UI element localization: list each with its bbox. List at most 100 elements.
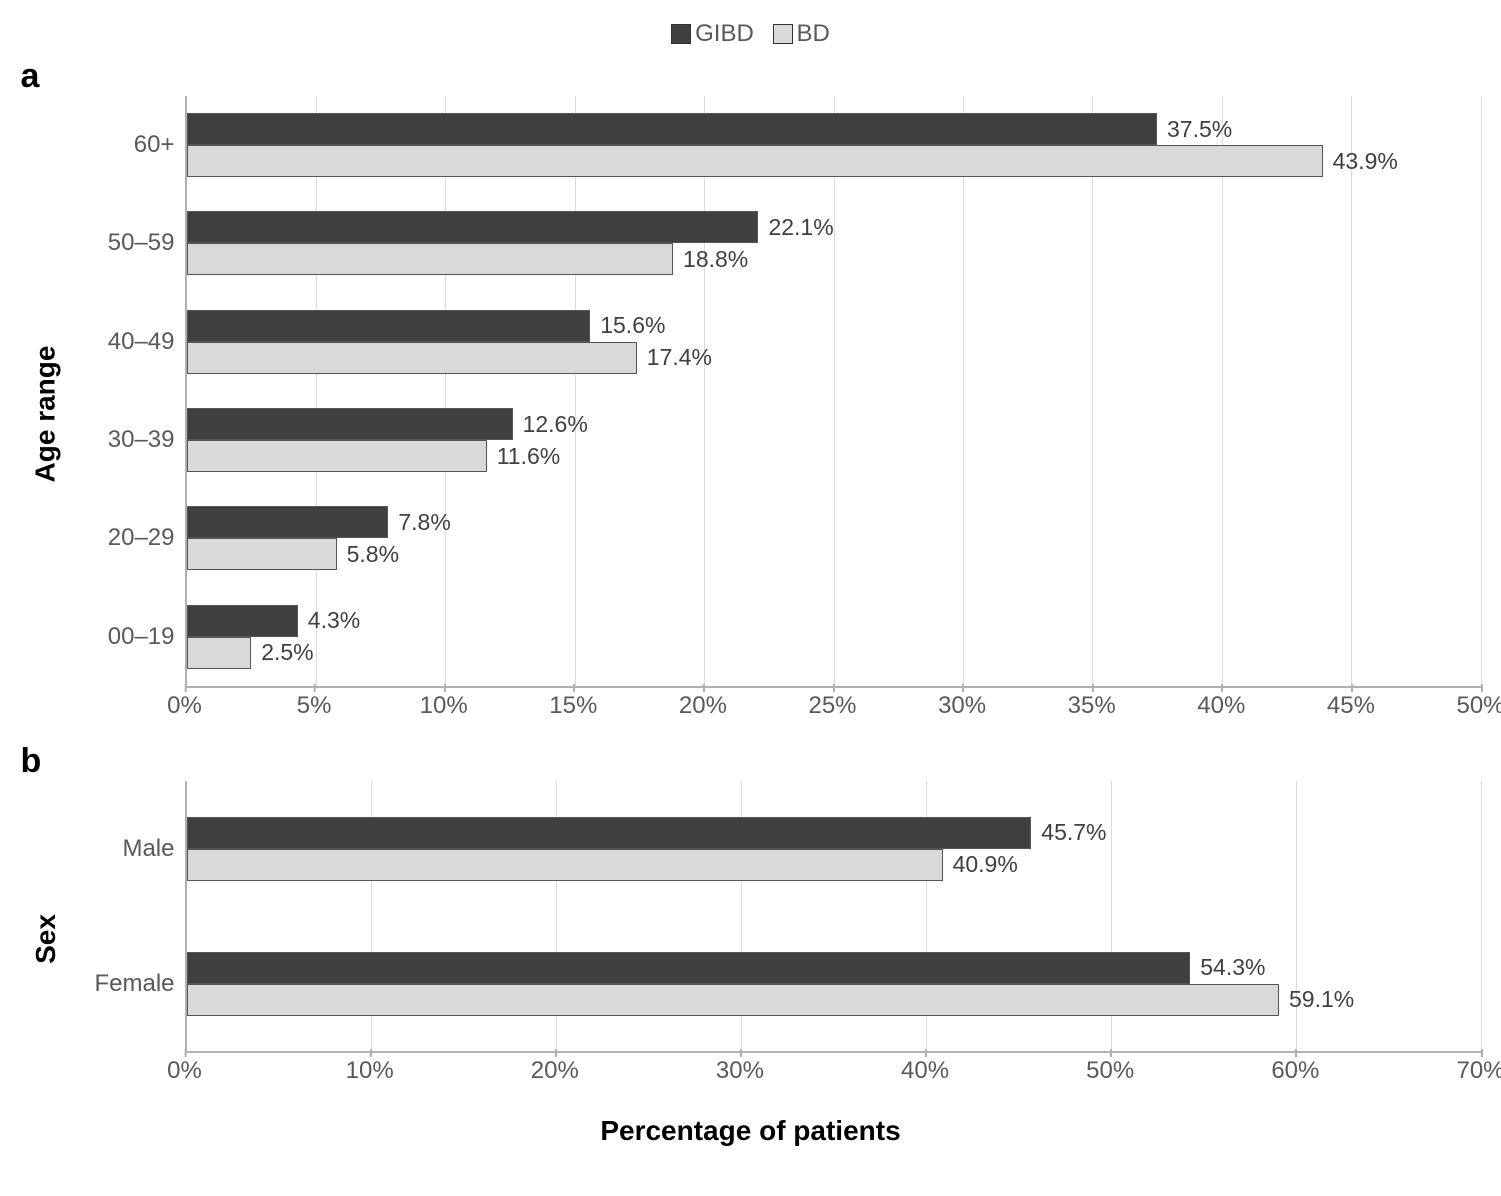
x-tick: 50%: [1456, 692, 1501, 720]
bar-value-label: 59.1%: [1289, 986, 1354, 1013]
figure: GIBD BD a Age range 60+50–5940–4930–3920…: [21, 20, 1481, 1147]
panel-b: Sex Male Female 45.7% 40.9% 54.3% 59.1% 0% 10…: [21, 781, 1481, 1097]
panel-letter-a: a: [21, 57, 40, 95]
x-tick: 70%: [1456, 1057, 1501, 1085]
category-labels-a: 60+50–5940–4930–3920–2900–19: [71, 96, 185, 686]
category-label: 20–29: [71, 526, 175, 550]
bar-value-label: 2.5%: [261, 639, 313, 666]
bar-gibd: [187, 310, 591, 342]
category-label: 60+: [71, 133, 175, 157]
x-tick: 0%: [167, 1057, 202, 1085]
bar-groups-b: 45.7% 40.9% 54.3% 59.1%: [187, 781, 1481, 1051]
x-tick: 60%: [1271, 1057, 1319, 1085]
bar-bd: [187, 243, 674, 275]
category-label: 00–19: [71, 625, 175, 649]
x-tick: 25%: [808, 692, 856, 720]
bar-gibd: [187, 605, 298, 637]
bar-value-label: 11.6%: [497, 443, 561, 470]
category-labels-b: Male Female: [71, 781, 185, 1051]
bar-group: 22.1% 18.8%: [187, 211, 1481, 275]
bar-group: 15.6% 17.4%: [187, 310, 1481, 374]
bar-value-label: 22.1%: [768, 214, 833, 241]
x-tick: 15%: [549, 692, 597, 720]
category-label: Male: [71, 837, 175, 861]
bar-row: 12.6%: [187, 408, 1481, 440]
bar-value-label: 54.3%: [1200, 954, 1265, 981]
legend-label-bd: BD: [797, 20, 830, 48]
bar-value-label: 15.6%: [600, 312, 665, 339]
x-tick: 50%: [1086, 1057, 1134, 1085]
bar-gibd: [187, 506, 389, 538]
bar-groups-a: 37.5% 43.9% 22.1% 18.8% 15.6% 17.4% 12.6% 11.6%…: [187, 96, 1481, 686]
bar-value-label: 17.4%: [647, 344, 712, 371]
x-tick: 35%: [1068, 692, 1116, 720]
plot-col-b: 45.7%40.9%54.3%59.1% 0%10%20%30%40%50%60…: [185, 781, 1481, 1097]
bar-row: 4.3%: [187, 605, 1481, 637]
panel-b-header: b: [21, 742, 1481, 781]
legend-item-gibd: GIBD: [671, 20, 754, 48]
bar-bd: [187, 440, 487, 472]
bar-bd: [187, 342, 637, 374]
legend-label-gibd: GIBD: [695, 20, 754, 48]
bar-gibd: [187, 408, 513, 440]
bar-row: 7.8%: [187, 506, 1481, 538]
ylabel-wrap-a: Age range: [21, 96, 71, 732]
x-tick: 30%: [938, 692, 986, 720]
bar-value-label: 43.9%: [1333, 148, 1398, 175]
bar-value-label: 45.7%: [1041, 819, 1106, 846]
bar-row: 11.6%: [187, 440, 1481, 472]
bar-value-label: 4.3%: [308, 607, 360, 634]
plot-col-a: 37.5% 43.9% 22.1% 18.8% 15.6% 17.4% 12.6% 11.6%…: [185, 96, 1481, 732]
bar-group: 12.6% 11.6%: [187, 408, 1481, 472]
category-label: 30–39: [71, 428, 175, 452]
x-tick: 45%: [1327, 692, 1375, 720]
bar-row: 54.3%: [187, 952, 1481, 984]
bar-row: 2.5%: [187, 637, 1481, 669]
bar-bd: [187, 849, 943, 881]
x-tick: 5%: [297, 692, 332, 720]
x-ticks-a: 0%5%10%15%20%25%30%35%40%45%50%: [185, 692, 1481, 732]
bar-group: 54.3% 59.1%: [187, 952, 1481, 1016]
bar-row: 45.7%: [187, 817, 1481, 849]
x-tick: 30%: [716, 1057, 764, 1085]
bar-bd: [187, 538, 337, 570]
bar-row: 17.4%: [187, 342, 1481, 374]
gridline: [1481, 96, 1482, 686]
bar-group: 45.7% 40.9%: [187, 817, 1481, 881]
bar-row: 59.1%: [187, 984, 1481, 1016]
bar-gibd: [187, 817, 1032, 849]
x-ticks-b: 0%10%20%30%40%50%60%70%: [185, 1057, 1481, 1097]
bar-value-label: 5.8%: [347, 541, 399, 568]
bar-group: 7.8% 5.8%: [187, 506, 1481, 570]
plot-area-a: 37.5% 43.9% 22.1% 18.8% 15.6% 17.4% 12.6% 11.6%…: [185, 96, 1481, 688]
bar-value-label: 18.8%: [683, 246, 748, 273]
x-tick: 10%: [346, 1057, 394, 1085]
panel-a: Age range 60+50–5940–4930–3920–2900–19 3…: [21, 96, 1481, 732]
bar-group: 37.5% 43.9%: [187, 113, 1481, 177]
plot-area-b: 45.7% 40.9% 54.3% 59.1%: [185, 781, 1481, 1053]
legend: GIBD BD: [21, 20, 1481, 51]
panel-a-header: a: [21, 57, 1481, 96]
x-tick: 10%: [420, 692, 468, 720]
panel-letter-b: b: [21, 742, 42, 780]
legend-swatch-gibd: [671, 24, 691, 44]
bar-value-label: 40.9%: [953, 851, 1018, 878]
bar-gibd: [187, 113, 1158, 145]
ylabel-wrap-b: Sex: [21, 781, 71, 1097]
x-tick: 40%: [1197, 692, 1245, 720]
legend-item-bd: BD: [773, 20, 830, 48]
bar-value-label: 12.6%: [523, 411, 588, 438]
legend-swatch-bd: [773, 24, 793, 44]
x-tick: 20%: [679, 692, 727, 720]
x-tick: 20%: [531, 1057, 579, 1085]
bar-bd: [187, 145, 1323, 177]
ylabel-a: Age range: [30, 346, 62, 483]
bar-row: 18.8%: [187, 243, 1481, 275]
x-tick: 40%: [901, 1057, 949, 1085]
bar-row: 37.5%: [187, 113, 1481, 145]
category-label: 50–59: [71, 231, 175, 255]
bar-row: 43.9%: [187, 145, 1481, 177]
bar-value-label: 37.5%: [1167, 116, 1232, 143]
category-label: Female: [71, 972, 175, 996]
bar-row: 5.8%: [187, 538, 1481, 570]
